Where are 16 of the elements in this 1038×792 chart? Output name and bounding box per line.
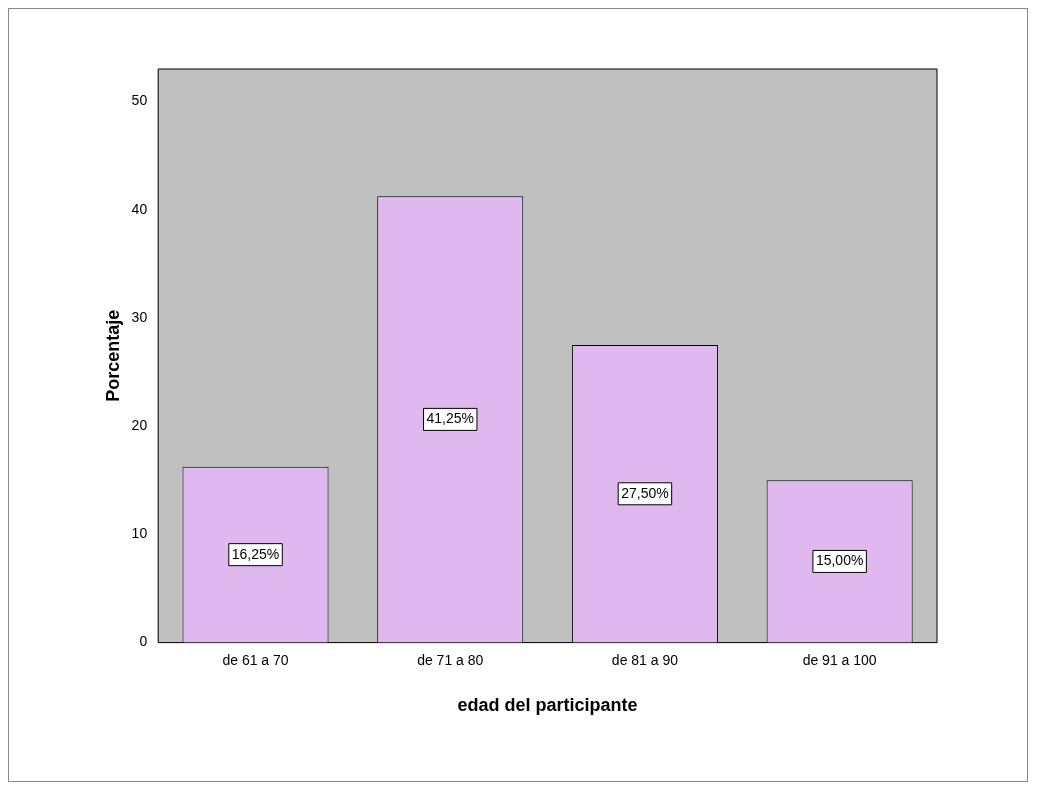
x-axis-title: edad del participante [457, 695, 638, 716]
y-tick-label: 50 [131, 92, 148, 109]
data-label: 15,00% [815, 552, 864, 569]
x-tick-label: de 91 a 100 [802, 651, 877, 668]
data-label: 41,25% [426, 410, 474, 427]
y-tick-label: 40 [131, 200, 148, 217]
y-tick-label: 10 [131, 525, 148, 542]
y-tick-label: 20 [131, 417, 148, 434]
x-tick-label: de 81 a 90 [611, 651, 679, 668]
y-tick-label: 30 [131, 308, 148, 325]
data-label: 16,25% [231, 545, 280, 562]
data-label: 27,50% [621, 484, 669, 501]
y-axis-title: Porcentaje [102, 309, 123, 402]
x-tick-label: de 71 a 80 [417, 651, 484, 668]
y-tick-label: 0 [139, 633, 148, 650]
x-tick-label: de 61 a 70 [222, 651, 289, 668]
